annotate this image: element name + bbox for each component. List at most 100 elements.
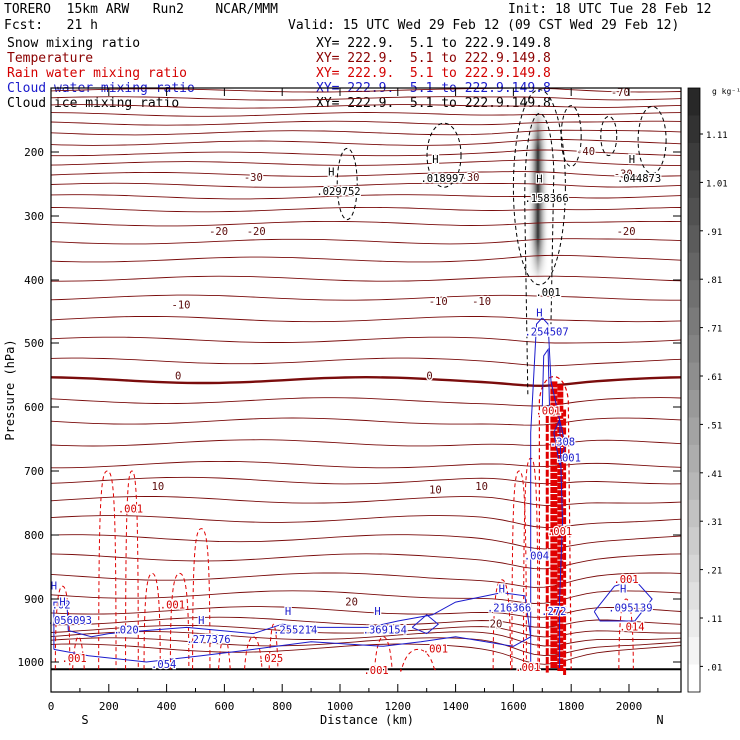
isotherm: [51, 460, 682, 469]
isotherm-label: -30: [244, 172, 263, 184]
high-marker: H: [328, 167, 334, 179]
contour-value-label: .001: [61, 653, 86, 665]
high-value: .095139: [608, 603, 652, 615]
isotherm: [50, 194, 682, 200]
colorbar: 1.11 1.01 .91 .81 .71 .61 .51 .41 .31 .21 .11 .01: [687, 87, 728, 693]
rain-core-dash: [550, 606, 558, 613]
colorbar-label: .81: [706, 276, 722, 286]
rain-core-dash: [545, 604, 549, 612]
high-marker: H: [536, 174, 542, 186]
x-tick-label: 2000: [616, 700, 643, 713]
colorbar-label: .71: [706, 325, 722, 335]
rain-contour: [54, 585, 71, 670]
colorbar-swatch: [688, 554, 700, 583]
colorbar-swatch: [688, 280, 700, 309]
x-tick-label: 1600: [500, 700, 527, 713]
contour-value-label: .020: [113, 625, 138, 637]
contour-value-label: .001: [613, 574, 638, 586]
rain-core-dash: [545, 665, 549, 673]
high-value: .369154: [363, 625, 407, 637]
rain-core-dash: [557, 384, 564, 391]
rain-core-dash: [545, 612, 549, 620]
isotherm: [50, 515, 682, 528]
high-marker: H: [51, 580, 57, 592]
colorbar-label: .41: [706, 470, 722, 480]
rain-core-dash: [550, 536, 558, 543]
rain-core-dash: [545, 568, 549, 576]
rain-core-dash: [563, 641, 567, 649]
cloud-ice-contour: [637, 105, 667, 175]
rain-core-dash: [563, 427, 567, 435]
rain-core-dash: [545, 541, 549, 549]
high-value: .216366: [487, 603, 531, 615]
rain-core-dash: [557, 665, 564, 671]
rain-core-dash: [557, 391, 564, 398]
x-tick-label: 0: [48, 700, 55, 713]
rain-core-dash: [550, 564, 558, 571]
rain-core-dash: [557, 462, 564, 469]
isotherm: [50, 496, 682, 506]
colorbar-swatch: [688, 170, 700, 199]
isotherm-label: -20: [209, 226, 228, 238]
x-tick-label: 1400: [442, 700, 469, 713]
rain-core-dash: [563, 659, 567, 667]
rain-core-dash: [563, 624, 567, 632]
isotherm: [50, 336, 682, 344]
rain-core-dash: [557, 623, 564, 630]
cloud-water-contour: [541, 347, 551, 408]
isotherm: [50, 417, 682, 426]
rain-core-dash: [563, 472, 567, 480]
isotherm: [50, 87, 682, 93]
rain-core-dash: [563, 579, 567, 587]
colorbar-swatch: [688, 142, 700, 171]
high-value: .02: [52, 600, 71, 612]
field-xy-range: XY= 222.9. 5.1 to 222.9.149.8: [316, 36, 551, 51]
rain-core-dash: [550, 571, 558, 578]
isotherm: [50, 112, 682, 117]
y-tick-label: 500: [24, 337, 44, 350]
isotherm: [50, 129, 682, 136]
contour-value-label: .001: [547, 526, 572, 538]
rain-core-dash: [545, 478, 549, 486]
rain-core-dash: [545, 586, 549, 594]
rain-core-dash: [557, 602, 564, 609]
contour-value-label: .001: [423, 644, 448, 656]
cloud-water-contour: [53, 592, 532, 663]
isotherm: [50, 120, 682, 126]
isotherm: [50, 206, 682, 213]
colorbar-swatch: [688, 252, 700, 281]
rain-core-dash: [550, 409, 558, 416]
rain-core-dash: [550, 557, 558, 564]
rain-core-dash: [557, 595, 564, 602]
isotherm: [50, 159, 681, 166]
colorbar-swatch: [688, 609, 700, 638]
isotherm: [50, 357, 682, 367]
rain-core-dash: [550, 381, 558, 388]
colorbar-label: 1.01: [706, 179, 728, 189]
cloud-ice-column-fade: [526, 108, 549, 280]
isotherm-label: 10: [475, 481, 488, 493]
x-tick-label: 600: [214, 700, 234, 713]
high-value: .044873: [617, 173, 661, 185]
contour-value-label: .001: [556, 452, 581, 464]
rain-core-dash: [550, 613, 558, 620]
rain-core-dash: [557, 616, 564, 623]
rain-core-dash: [550, 395, 558, 402]
colorbar-swatch: [688, 582, 700, 611]
isotherm: [50, 96, 682, 101]
rain-core-dash: [557, 518, 564, 525]
colorbar-swatch: [688, 88, 700, 116]
contour-value-label: .001: [535, 406, 560, 418]
isotherm-label: 0: [426, 371, 432, 383]
rain-core-dash: [545, 532, 549, 540]
high-value: .018997: [420, 173, 464, 185]
rain-core-dash: [557, 644, 564, 651]
field-name: Rain water mixing ratio: [7, 66, 188, 81]
rain-core-dash: [545, 577, 549, 585]
rain-contour: [72, 636, 85, 670]
isotherm: [50, 572, 682, 588]
rain-core-dash: [550, 592, 558, 599]
contour-value-label: .308: [550, 436, 575, 448]
rain-core-dash: [550, 620, 558, 627]
